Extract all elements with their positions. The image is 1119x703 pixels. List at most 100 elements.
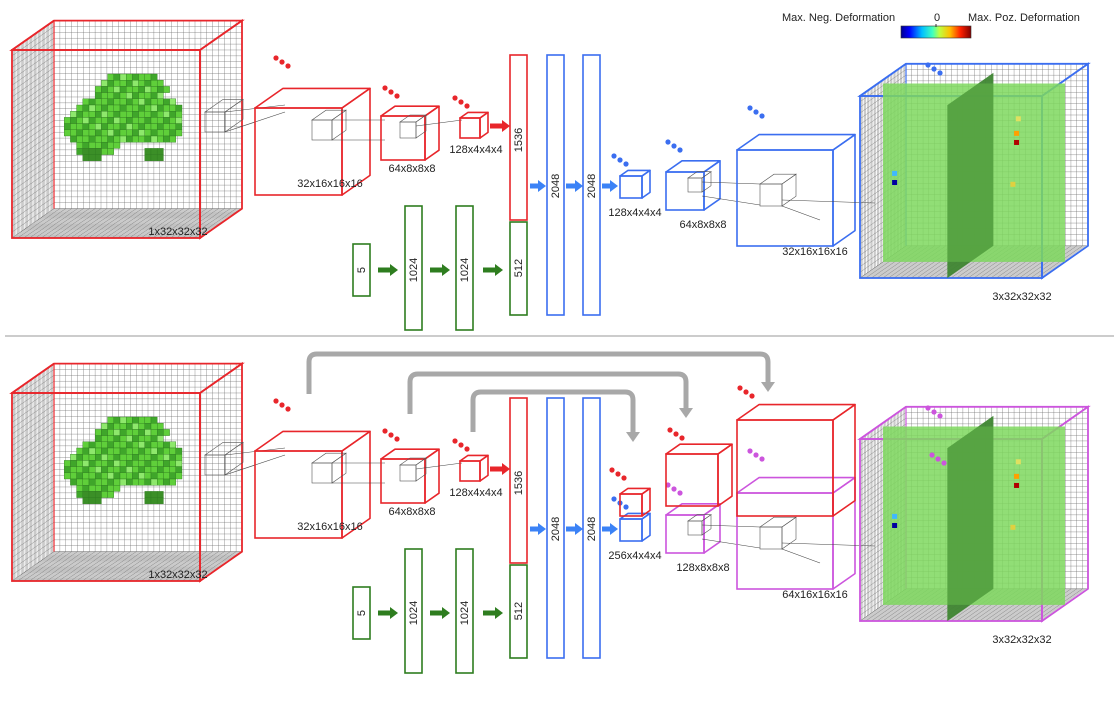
concat-param-features	[509, 564, 528, 659]
param-fc-2-label: 1024	[459, 601, 471, 625]
deformation-legend: Max. Neg. Deformation 0 Max. Poz. Deform…	[782, 12, 1080, 39]
output-volume-dots	[925, 405, 943, 419]
param-fc-2-label: 1024	[459, 258, 471, 282]
kernel-cube	[204, 441, 244, 476]
param-input	[352, 586, 371, 640]
encoder-block-1-label: 32x16x16x16	[297, 178, 362, 190]
encoder-block-2-dots	[382, 428, 400, 442]
concat-param-features	[509, 221, 528, 316]
fc-layer-2-label: 2048	[586, 517, 598, 541]
skip-cube-large-dots	[737, 385, 755, 399]
arrow-fc-1	[530, 523, 546, 535]
arrow-to-concat	[490, 463, 510, 475]
decoder-block-2-label: 64x8x8x8	[679, 219, 726, 231]
decoder-block-3-label: 64x16x16x16	[782, 589, 847, 601]
bottom-network: 1x32x32x32 32x16x16x16 64x8x8x8 128x4x4x4 15…	[9, 351, 1091, 674]
top-network: 1x32x32x32 32x16x16x16 64x8x8x8 128x4x4x4 15…	[9, 18, 1091, 331]
skip-cube-small	[619, 487, 651, 517]
arrow-fc-2	[566, 180, 583, 192]
input-volume-label: 1x32x32x32	[148, 226, 207, 238]
decoder-block-1	[619, 169, 651, 199]
kernel-cube	[687, 514, 712, 536]
arrow-param-1	[378, 264, 398, 276]
decoder-block-3-dots	[747, 105, 765, 119]
decoder-block-2	[665, 502, 721, 554]
encoder-block-1	[254, 430, 371, 539]
concat-param-label: 512	[513, 602, 525, 620]
encoder-block-3	[459, 454, 489, 482]
decoder-block-2-label: 128x8x8x8	[676, 562, 729, 574]
kernel-cube	[311, 109, 347, 141]
encoder-block-3	[459, 111, 489, 139]
param-input-label: 5	[356, 267, 368, 273]
concat-image-features	[509, 397, 528, 564]
decoder-block-1-dots	[611, 153, 629, 167]
param-fc-1-label: 1024	[408, 258, 420, 282]
skip-feature-cubes	[306, 351, 947, 517]
arrow-param-2	[430, 264, 450, 276]
encoder-block-1-label: 32x16x16x16	[297, 521, 362, 533]
encoder-block-2	[380, 105, 440, 161]
skip-connections	[306, 351, 775, 442]
decoder-block-1-label: 256x4x4x4	[608, 550, 661, 562]
output-volume-label: 3x32x32x32	[992, 634, 1051, 646]
encoder-block-1-dots	[273, 398, 291, 412]
kernel-cube	[204, 98, 244, 133]
encoder-block-2-label: 64x8x8x8	[388, 506, 435, 518]
decoder-block-2-dots	[665, 482, 683, 496]
kernel-cube	[399, 457, 427, 482]
encoder-block-1	[254, 87, 371, 196]
arrow-param-3	[483, 264, 503, 276]
kernel-cube	[311, 452, 347, 484]
fc-layer-2	[582, 397, 601, 659]
fc-layer-2	[582, 54, 601, 316]
param-fc-2	[455, 205, 474, 331]
kernel-cube	[759, 516, 797, 550]
concat-param-label: 512	[513, 259, 525, 277]
encoder-block-3-label: 128x4x4x4	[449, 144, 502, 156]
arrow-param-3	[483, 607, 503, 619]
param-fc-1	[404, 205, 423, 331]
param-fc-1-label: 1024	[408, 601, 420, 625]
input-volume-label: 1x32x32x32	[148, 569, 207, 581]
output-extra-dots	[929, 452, 947, 466]
kernel-cube	[687, 171, 712, 193]
concat-image-label: 1536	[513, 128, 525, 152]
encoder-block-2	[380, 448, 440, 504]
kernel-cube	[399, 114, 427, 139]
encoder-block-3-dots	[452, 95, 470, 109]
param-fc-1	[404, 548, 423, 674]
skip-cube-medium-dots	[667, 427, 685, 441]
receptive-field	[204, 98, 286, 133]
arrow-param-2	[430, 607, 450, 619]
fc-layer-1	[546, 397, 565, 659]
kernel-cube	[759, 173, 797, 207]
arrow-fc-2	[566, 523, 583, 535]
legend-neg-label: Max. Neg. Deformation	[782, 12, 895, 24]
voxel-car	[63, 416, 183, 505]
skip-connection-1	[306, 351, 771, 394]
arrow-to-concat	[490, 120, 510, 132]
fc-layer-1-label: 2048	[550, 517, 562, 541]
skip-connection-2	[407, 371, 689, 414]
skip-cube-small-dots	[609, 467, 627, 481]
skip-cube-large	[736, 403, 856, 517]
param-input-label: 5	[356, 610, 368, 616]
encoder-block-2-dots	[382, 85, 400, 99]
decoder-block-3	[736, 133, 856, 247]
output-volume-dots	[925, 62, 943, 76]
decoder-block-2-dots	[665, 139, 683, 153]
decoder-block-1-label: 128x4x4x4	[608, 207, 661, 219]
output-volume-label: 3x32x32x32	[992, 291, 1051, 303]
decoder-block-3-label: 32x16x16x16	[782, 246, 847, 258]
fc-layer-1-label: 2048	[550, 174, 562, 198]
legend-zero-label: 0	[934, 12, 940, 24]
concat-image-features	[509, 54, 528, 221]
param-input	[352, 243, 371, 297]
arrow-to-decoder	[602, 523, 618, 535]
concat-image-label: 1536	[513, 471, 525, 495]
decoder-block-3-dots	[747, 448, 765, 462]
deformation-planes	[883, 72, 1065, 279]
